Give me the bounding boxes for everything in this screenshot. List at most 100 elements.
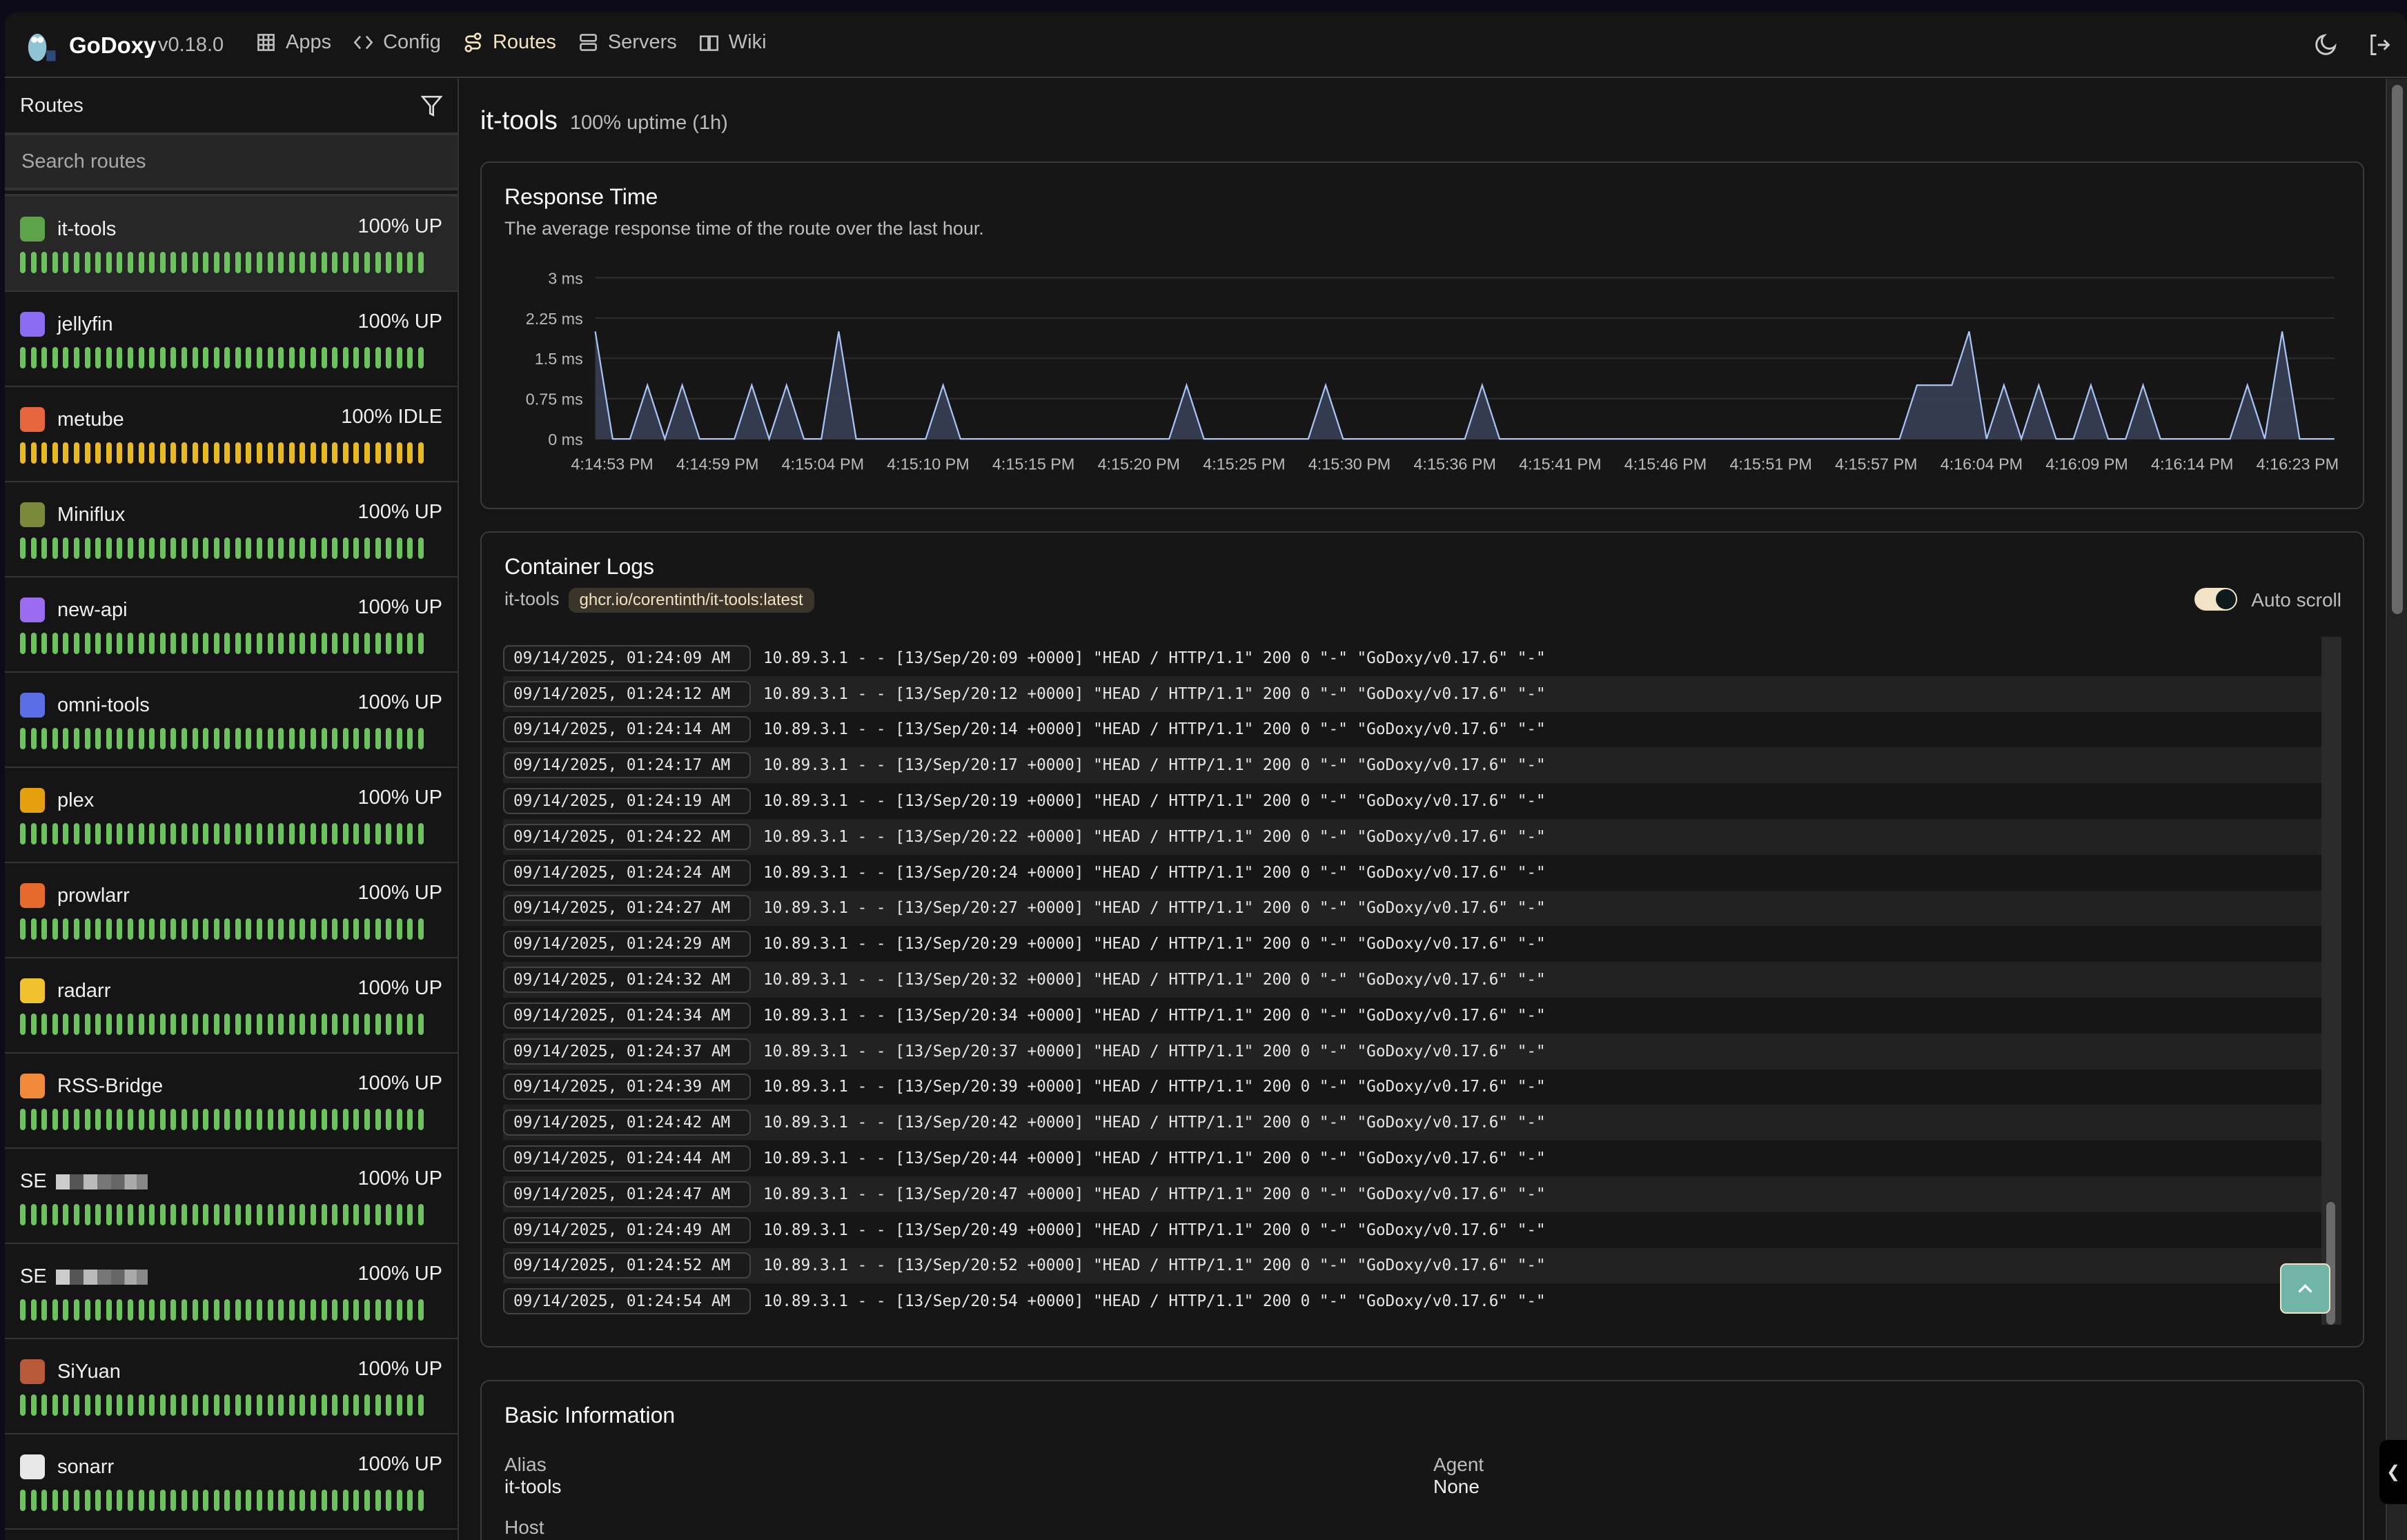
x-tick-label: 4:16:23 PM xyxy=(2257,455,2339,473)
filter-icon[interactable] xyxy=(421,95,442,117)
heartbeat-bar xyxy=(127,918,133,940)
route-item-radarr[interactable]: radarr 100% UP xyxy=(5,958,458,1054)
route-item-plex[interactable]: plex 100% UP xyxy=(5,768,458,863)
heartbeat-bar xyxy=(192,823,198,845)
collapse-panel-button[interactable]: ❮ xyxy=(2379,1440,2407,1504)
route-item-jellyfin[interactable]: jellyfin 100% UP xyxy=(5,292,458,387)
route-item-prowlarr[interactable]: prowlarr 100% UP xyxy=(5,863,458,958)
route-item-se[interactable]: SE 100% UP xyxy=(5,1149,458,1244)
heartbeat-bar xyxy=(353,347,360,368)
heartbeat-bar xyxy=(235,1299,241,1321)
nav-apps[interactable]: Apps xyxy=(255,31,331,54)
heartbeat-bar xyxy=(117,1014,123,1035)
route-item-sonarr[interactable]: sonarr 100% UP xyxy=(5,1434,458,1530)
heartbeat-bar xyxy=(149,1490,155,1511)
heartbeat-bar xyxy=(332,1109,338,1130)
heartbeat-bar xyxy=(127,823,133,845)
heartbeat-bar xyxy=(396,1299,402,1321)
heartbeat-bar xyxy=(192,537,198,559)
log-message: 10.89.3.1 - - [13/Sep/20:47 +0000] "HEAD… xyxy=(763,1185,1546,1203)
scroll-top-button[interactable] xyxy=(2280,1263,2330,1314)
route-item-siyuan[interactable]: SiYuan 100% UP xyxy=(5,1339,458,1434)
heartbeat-bar xyxy=(257,1490,263,1511)
brand-name[interactable]: GoDoxy xyxy=(69,32,157,58)
redacted-text xyxy=(55,1174,148,1190)
heartbeat-bar xyxy=(278,347,284,368)
heartbeat-bar xyxy=(41,537,48,559)
main-nav: Apps Config Routes Servers Wiki xyxy=(255,31,767,54)
heartbeat-bar xyxy=(170,1014,177,1035)
nav-config[interactable]: Config xyxy=(353,31,441,54)
log-scrollbar[interactable] xyxy=(2321,637,2341,1325)
container-info: it-tools ghcr.io/corentinth/it-tools:late… xyxy=(504,588,814,613)
heartbeat-bar xyxy=(52,1014,58,1035)
heartbeat-bar xyxy=(396,1014,402,1035)
search-input[interactable] xyxy=(20,149,442,174)
heartbeat-bar xyxy=(332,252,338,273)
logout-icon[interactable] xyxy=(2367,32,2392,57)
heartbeat-bar xyxy=(73,1299,79,1321)
log-message: 10.89.3.1 - - [13/Sep/20:14 +0000] "HEAD… xyxy=(763,720,1546,739)
heartbeat-bar xyxy=(321,918,327,940)
log-message: 10.89.3.1 - - [13/Sep/20:39 +0000] "HEAD… xyxy=(763,1078,1546,1096)
auto-scroll-toggle[interactable] xyxy=(2194,588,2237,611)
heartbeat-bar xyxy=(138,918,144,940)
heartbeat-bar xyxy=(84,252,90,273)
nav-wiki[interactable]: Wiki xyxy=(698,31,767,54)
route-item-new-api[interactable]: new-api 100% UP xyxy=(5,578,458,673)
heartbeat-bar xyxy=(375,918,381,940)
heartbeat-bar xyxy=(106,1109,112,1130)
heartbeat-bar xyxy=(170,252,177,273)
uptime-summary: 100% uptime (1h) xyxy=(569,112,728,134)
heartbeat-bar xyxy=(213,1014,219,1035)
heartbeat-bar xyxy=(321,1394,327,1416)
heartbeat-bar xyxy=(170,728,177,749)
route-name: it-tools xyxy=(57,218,117,240)
heartbeat-bar xyxy=(224,442,230,464)
log-row: 09/14/2025, 01:24:29 AM 10.89.3.1 - - [13… xyxy=(503,926,2341,962)
nav-routes[interactable]: Routes xyxy=(462,31,556,54)
heartbeat-bar xyxy=(224,918,230,940)
heartbeat-bar xyxy=(30,1394,37,1416)
heartbeat-bar xyxy=(149,252,155,273)
heartbeat-bar xyxy=(84,1204,90,1225)
route-item-omni-tools[interactable]: omni-tools 100% UP xyxy=(5,673,458,768)
heartbeat-bar xyxy=(299,1394,306,1416)
heartbeat-bar xyxy=(364,347,370,368)
field-value: None xyxy=(1433,1476,1480,1497)
heartbeat-bar xyxy=(181,252,187,273)
heartbeat-bar xyxy=(267,823,273,845)
heartbeat-bar xyxy=(407,728,413,749)
heartbeat-bar xyxy=(106,347,112,368)
heartbeat-bar xyxy=(213,1109,219,1130)
heartbeat-bar xyxy=(224,1109,230,1130)
heartbeat-bar xyxy=(159,1109,166,1130)
route-item-it-tools[interactable]: it-tools 100% UP xyxy=(5,197,458,292)
plex-icon xyxy=(20,788,45,813)
nav-servers[interactable]: Servers xyxy=(578,31,677,54)
heartbeat-bar xyxy=(246,728,252,749)
heartbeat-bars xyxy=(20,252,424,273)
log-message: 10.89.3.1 - - [13/Sep/20:37 +0000] "HEAD… xyxy=(763,1042,1546,1060)
moon-icon[interactable] xyxy=(2313,32,2338,57)
log-row: 09/14/2025, 01:24:52 AM 10.89.3.1 - - [13… xyxy=(503,1247,2341,1284)
route-item-se[interactable]: SE 100% UP xyxy=(5,1244,458,1339)
heartbeat-bar xyxy=(321,347,327,368)
heartbeat-bar xyxy=(246,442,252,464)
heartbeat-bar xyxy=(332,633,338,654)
page-scrollbar[interactable] xyxy=(2386,79,2407,1540)
heartbeat-bar xyxy=(257,823,263,845)
heartbeat-bar xyxy=(342,252,348,273)
route-item-miniflux[interactable]: Miniflux 100% UP xyxy=(5,482,458,578)
heartbeat-bar xyxy=(364,1109,370,1130)
heartbeat-bar xyxy=(127,537,133,559)
route-item-metube[interactable]: metube 100% IDLE xyxy=(5,387,458,482)
log-row: 09/14/2025, 01:24:24 AM 10.89.3.1 - - [13… xyxy=(503,855,2341,891)
heartbeat-bar xyxy=(127,442,133,464)
code-icon xyxy=(353,35,373,50)
nav-label: Servers xyxy=(607,31,677,53)
route-item-rss-bridge[interactable]: RSS-Bridge 100% UP xyxy=(5,1054,458,1149)
heartbeat-bar xyxy=(342,347,348,368)
x-tick-label: 4:15:46 PM xyxy=(1624,455,1707,473)
heartbeat-bar xyxy=(224,1394,230,1416)
